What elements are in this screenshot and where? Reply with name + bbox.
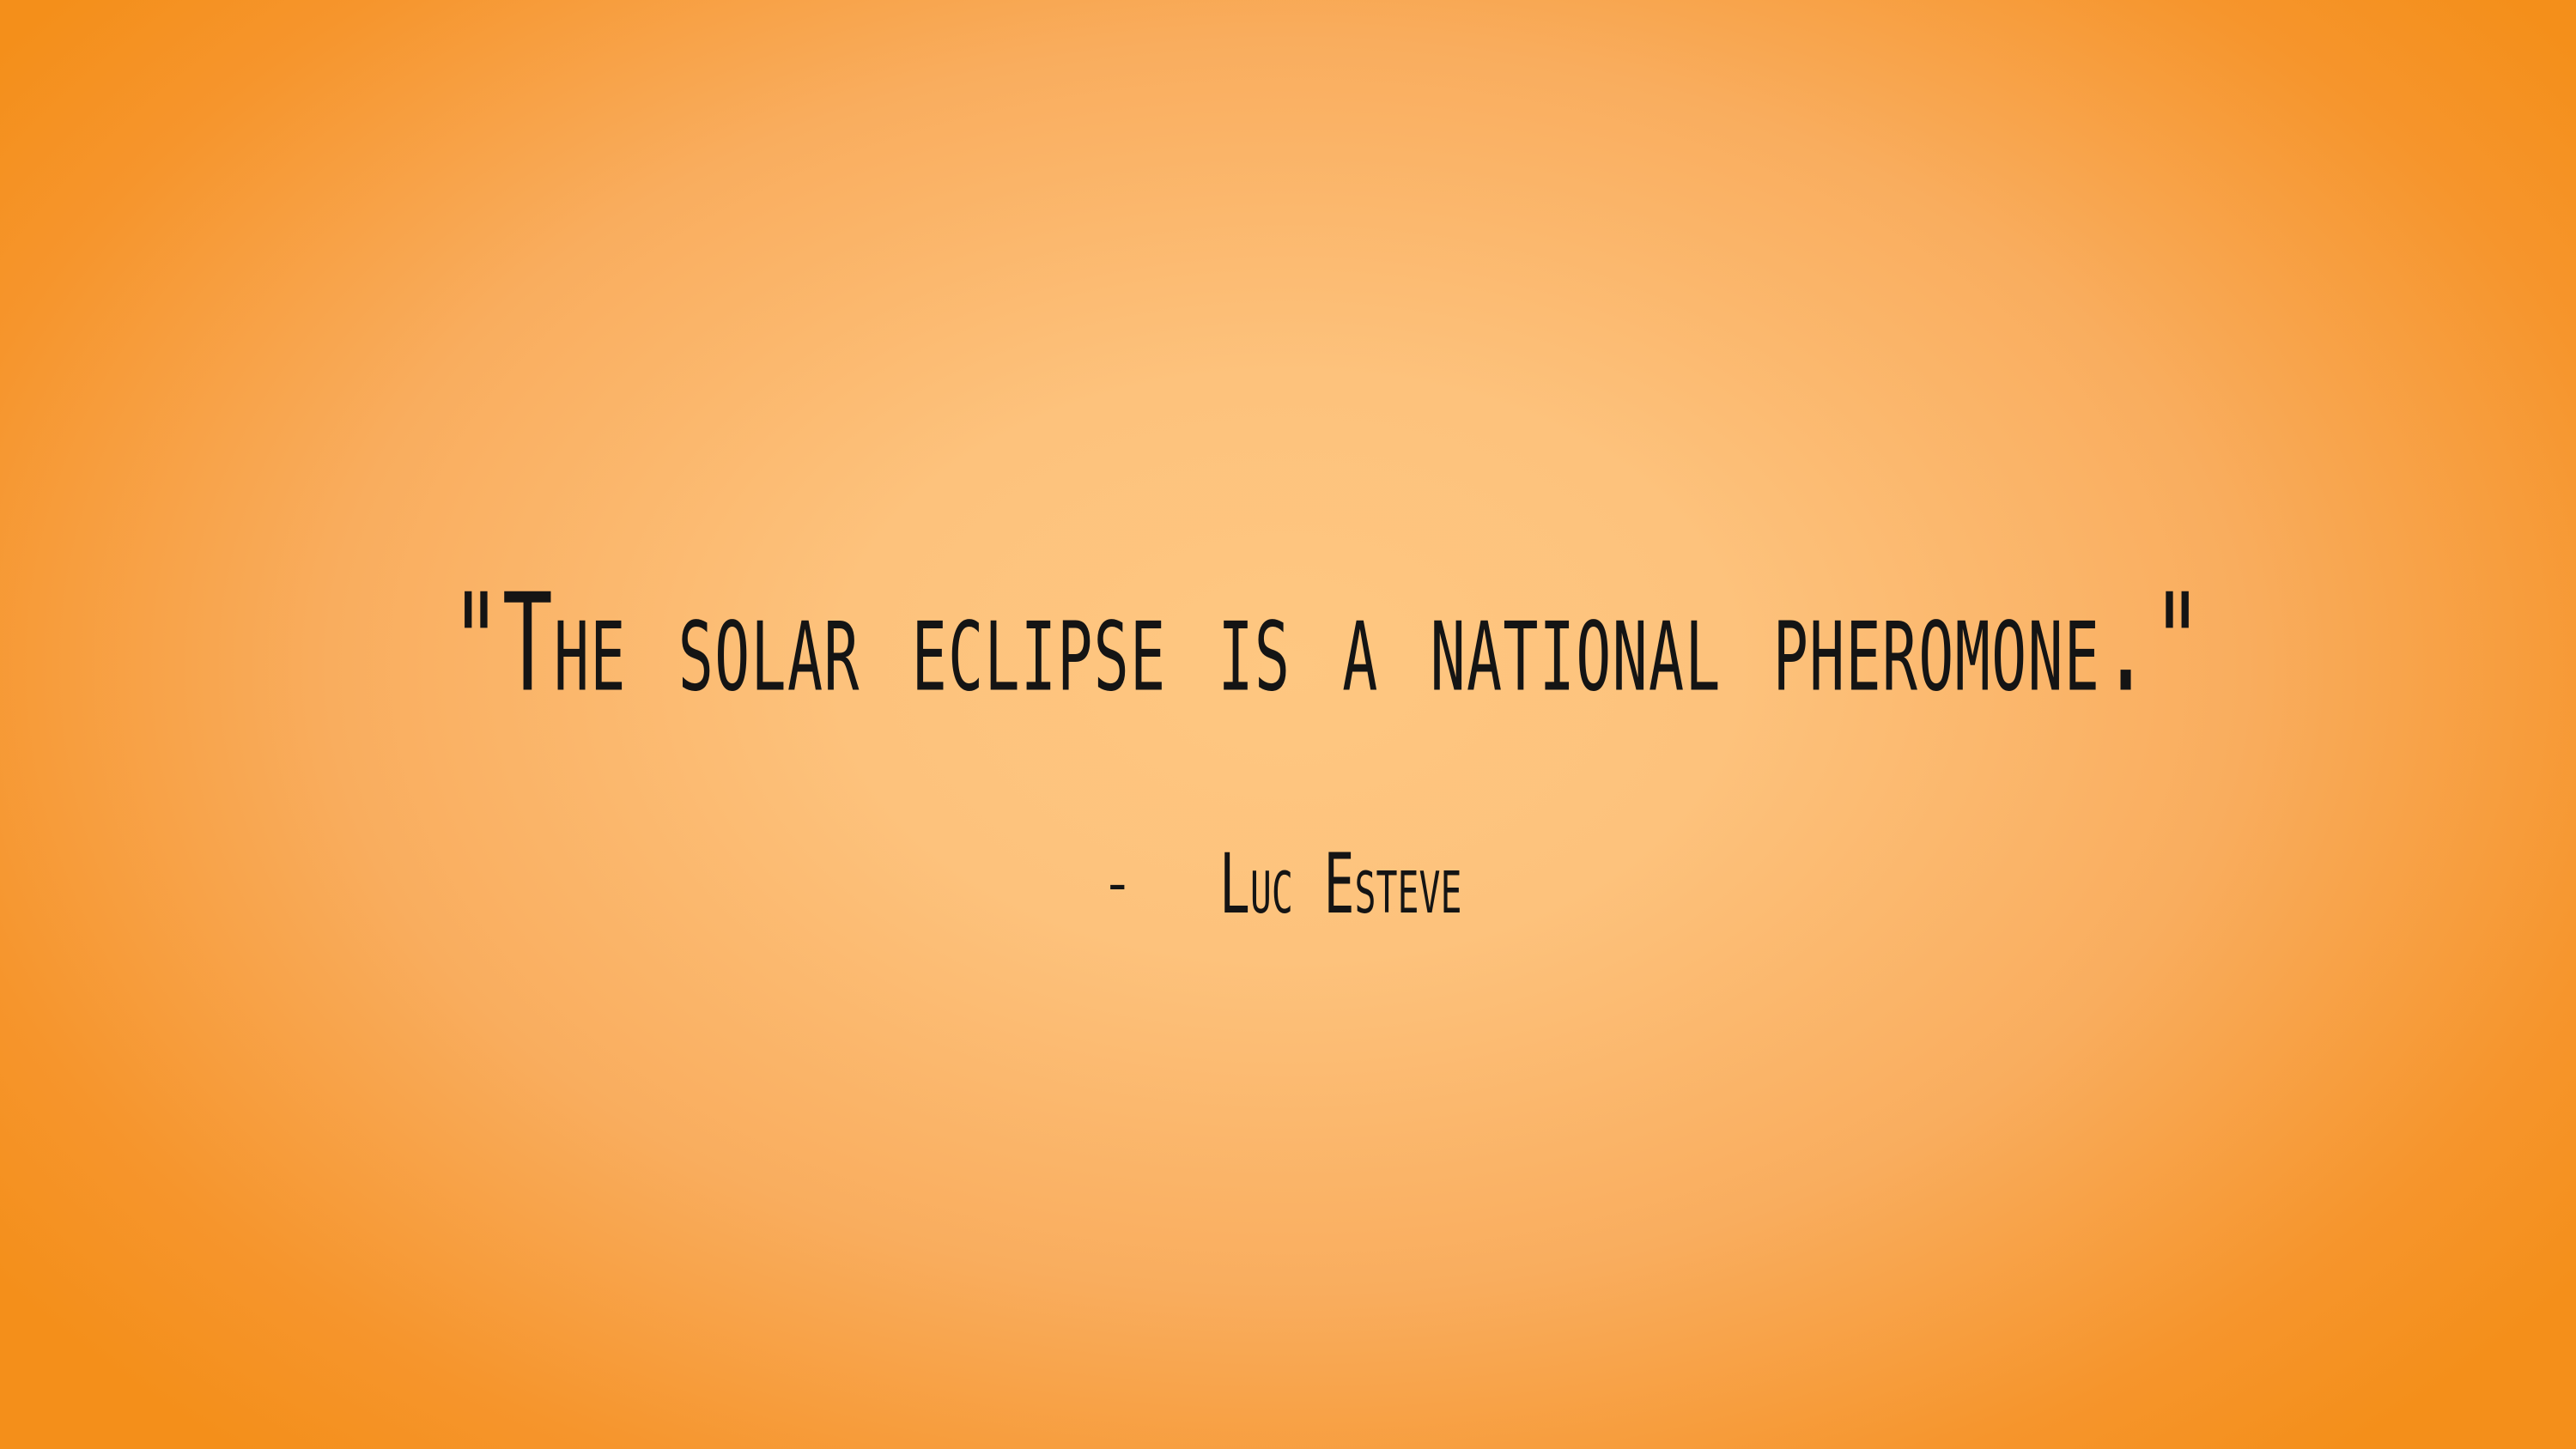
quote-text: "The solar eclipse is a national pheromo… — [451, 565, 2204, 723]
attribution-dash: - — [1101, 852, 1134, 916]
author-name: Luc Esteve — [1219, 836, 1462, 932]
attribution: - Luc Esteve — [1101, 828, 1564, 940]
